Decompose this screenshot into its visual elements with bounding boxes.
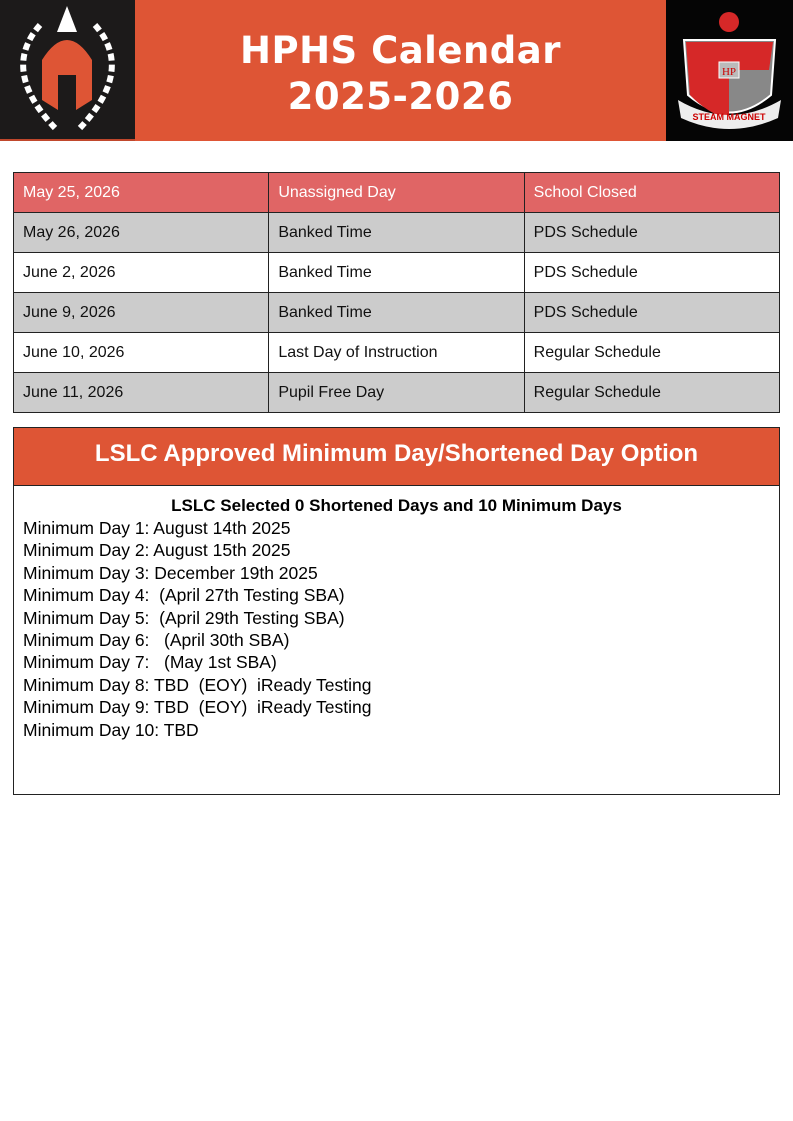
date-cell: June 10, 2026 xyxy=(12,332,270,373)
schedule-cell: PDS Schedule xyxy=(523,212,781,253)
table-row: May 25, 2026 Unassigned Day School Closed xyxy=(12,172,781,213)
title-line-1: HPHS Calendar xyxy=(239,29,562,72)
event-cell: Banked Time xyxy=(268,252,525,293)
header-banner: HPHS Calendar 2025-2026 HP STEAM MAGNET xyxy=(0,0,793,141)
crest-initials: HP xyxy=(722,66,736,78)
list-item: Minimum Day 8: TBD (EOY) iReady Testing xyxy=(23,674,372,695)
schedule-cell: School Closed xyxy=(523,172,781,213)
table-row: June 10, 2026 Last Day of Instruction Regu… xyxy=(12,332,781,373)
date-cell: May 25, 2026 xyxy=(12,172,270,213)
spartan-helmet-logo xyxy=(0,0,135,141)
list-item: Minimum Day 2: August 15th 2025 xyxy=(23,540,291,561)
list-item: Minimum Day 9: TBD (EOY) iReady Testing xyxy=(23,697,372,718)
list-item: Minimum Day 5: (April 29th Testing SBA) xyxy=(23,607,345,628)
schedule-cell: PDS Schedule xyxy=(523,252,781,293)
date-cell: June 2, 2026 xyxy=(12,252,270,293)
list-item: Minimum Day 10: TBD xyxy=(23,719,199,740)
page-title: HPHS Calendar 2025-2026 xyxy=(135,28,666,120)
schedule-cell: Regular Schedule xyxy=(523,372,781,413)
crest-banner-text: STEAM MAGNET xyxy=(693,112,767,122)
schedule-cell: Regular Schedule xyxy=(523,332,781,373)
list-item: Minimum Day 6: (April 30th SBA) xyxy=(23,630,290,651)
list-item: Minimum Day 7: (May 1st SBA) xyxy=(23,652,277,673)
event-cell: Last Day of Instruction xyxy=(268,332,525,373)
event-cell: Banked Time xyxy=(268,292,525,333)
table-row: June 9, 2026 Banked Time PDS Schedule xyxy=(12,292,781,333)
section-heading: LSLC Approved Minimum Day/Shortened Day … xyxy=(14,428,779,486)
list-item: Minimum Day 1: August 14th 2025 xyxy=(23,518,291,538)
schedule-cell: PDS Schedule xyxy=(523,292,781,333)
section-subheading: LSLC Selected 0 Shortened Days and 10 Mi… xyxy=(171,496,622,515)
date-cell: June 11, 2026 xyxy=(12,372,270,413)
minimum-days-section: LSLC Approved Minimum Day/Shortened Day … xyxy=(13,427,780,795)
event-cell: Unassigned Day xyxy=(268,172,525,213)
steam-magnet-crest-logo: HP STEAM MAGNET xyxy=(666,0,793,141)
list-item: Minimum Day 4: (April 27th Testing SBA) xyxy=(23,585,345,606)
table-row: May 26, 2026 Banked Time PDS Schedule xyxy=(12,212,781,253)
calendar-table: May 25, 2026 Unassigned Day School Closed … xyxy=(12,172,781,413)
table-row: June 2, 2026 Banked Time PDS Schedule xyxy=(12,252,781,293)
event-cell: Banked Time xyxy=(268,212,525,253)
date-cell: May 26, 2026 xyxy=(12,212,270,253)
event-cell: Pupil Free Day xyxy=(268,372,525,413)
date-cell: June 9, 2026 xyxy=(12,292,270,333)
table-row: June 11, 2026 Pupil Free Day Regular Sched… xyxy=(12,372,781,413)
list-item: Minimum Day 3: December 19th 2025 xyxy=(23,562,318,583)
title-line-2: 2025-2026 xyxy=(287,75,514,118)
